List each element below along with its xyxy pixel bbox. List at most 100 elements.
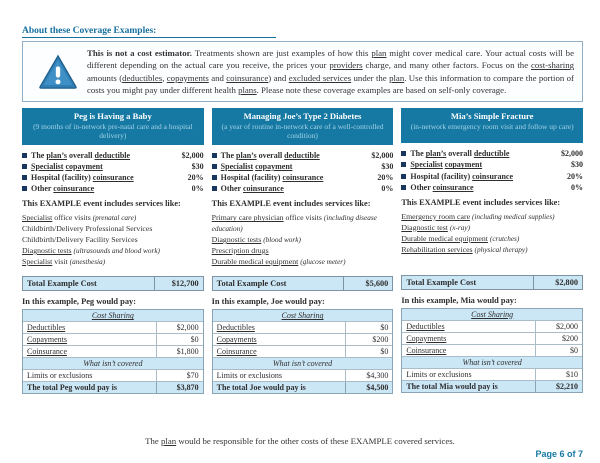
table-row: Limits or exclusions $10	[402, 368, 583, 381]
text-segment: office visits	[283, 213, 324, 223]
glossary-term[interactable]: coinsurance	[92, 173, 134, 183]
bullet-square-icon	[211, 186, 217, 192]
glossary-term[interactable]: excluded services	[288, 72, 352, 83]
services-list: Emergency room care (including medical s…	[401, 212, 583, 270]
glossary-term[interactable]: plans	[238, 84, 257, 95]
glossary-term[interactable]: Diagnostic test	[401, 222, 448, 232]
text-segment: The	[31, 150, 47, 160]
glossary-term[interactable]: Durable medical equipment	[211, 256, 299, 266]
cost-item-label: Other coinsurance	[410, 182, 567, 193]
glossary-term[interactable]: coinsurance	[472, 171, 514, 181]
service-item: Diagnostic test (x-ray)	[401, 223, 583, 234]
text-segment: overall	[66, 150, 95, 160]
glossary-term[interactable]: plan’s	[425, 149, 447, 159]
glossary-term[interactable]: plan’s	[236, 150, 257, 160]
cost-item-value: 0%	[571, 182, 584, 192]
row-label: The total Mia would pay is	[402, 380, 537, 392]
cost-item-value: 20%	[377, 173, 394, 183]
glossary-term[interactable]: Specialist	[410, 160, 443, 170]
glossary-term[interactable]: coinsurance	[242, 184, 284, 194]
glossary-term[interactable]: plan’s	[46, 150, 67, 160]
text-segment: . Please note these coverage examples ar…	[256, 84, 507, 95]
glossary-term[interactable]: plan	[371, 48, 387, 58]
glossary-term[interactable]: copayment	[444, 160, 483, 170]
coverage-example-columns: Peg is Having a Baby (9 months of in-net…	[22, 108, 584, 395]
glossary-term[interactable]: deductible	[473, 149, 510, 159]
service-item: Childbirth/Delivery Facility Services	[22, 235, 204, 246]
cost-item: Hospital (facility) coinsurance 20%	[22, 172, 204, 183]
cost-item-label: Specialist copayment	[410, 159, 567, 170]
glossary-term[interactable]: Specialist	[22, 213, 53, 223]
glossary-term[interactable]: deductible	[284, 150, 320, 160]
table-row: Coinsurance $0	[212, 346, 393, 359]
text-segment: (including medical supplies)	[472, 212, 555, 221]
bullet-square-icon	[401, 173, 407, 179]
glossary-term[interactable]: plan	[389, 72, 405, 83]
glossary-term[interactable]: Rehabilitation services	[401, 244, 473, 254]
text-segment: (anesthesia)	[69, 257, 106, 266]
glossary-term[interactable]: deductible	[94, 150, 131, 160]
row-value: $4,300	[366, 371, 389, 381]
glossary-term[interactable]: Primary care physician	[211, 213, 284, 223]
glossary-term[interactable]: providers	[329, 60, 363, 71]
table-row: Limits or exclusions $70	[23, 370, 203, 383]
bullet-square-icon	[22, 163, 27, 169]
cost-item-label: Other coinsurance	[221, 183, 378, 194]
row-label: Copayments	[213, 334, 347, 346]
glossary-term[interactable]: coinsurance	[53, 184, 95, 194]
text-segment: ,	[162, 72, 167, 83]
text-segment: under the	[351, 72, 390, 83]
table-total-row: The total Joe would pay is $4,500	[212, 382, 393, 394]
glossary-term[interactable]: Diagnostic tests	[22, 245, 72, 255]
glossary-term[interactable]: coinsurance	[226, 72, 269, 83]
row-label: Limits or exclusions	[23, 370, 157, 382]
row-value: $2,000	[176, 323, 199, 333]
column-title: Peg is Having a Baby	[73, 111, 152, 122]
not-covered-header: What isn’t covered	[23, 358, 203, 370]
cost-item-label: The plan’s overall deductible	[410, 148, 557, 159]
row-value: $4,500	[366, 383, 389, 393]
row-label: The total Joe would pay is	[213, 382, 347, 394]
glossary-term[interactable]: Emergency room care	[401, 211, 471, 221]
text-segment: office visits	[52, 213, 93, 223]
glossary-term[interactable]: coinsurance	[432, 182, 474, 192]
row-label: Coinsurance	[23, 346, 157, 358]
glossary-term[interactable]: copayment	[65, 161, 103, 171]
glossary-term[interactable]: Specialist	[22, 256, 53, 266]
cost-item: Specialist copayment $30	[401, 159, 583, 170]
glossary-term[interactable]: Durable medical equipment	[401, 233, 488, 243]
cost-item: Other coinsurance 0%	[211, 183, 393, 194]
glossary-term[interactable]: copayment	[255, 161, 293, 171]
row-value: $0	[190, 335, 199, 345]
not-covered-header: What isn’t covered	[402, 356, 583, 368]
includes-services-heading: This EXAMPLE event includes services lik…	[211, 199, 371, 209]
table-row: Limits or exclusions $4,300	[212, 370, 393, 383]
page-number: Page 6 of 7	[535, 449, 583, 459]
glossary-term[interactable]: cost-sharing	[531, 60, 574, 71]
row-label: Deductibles	[402, 320, 537, 332]
cost-sharing-header: Cost Sharing	[212, 310, 393, 322]
glossary-term[interactable]: Specialist	[220, 161, 254, 171]
glossary-term[interactable]: Prescription drugs	[211, 245, 269, 255]
glossary-term[interactable]: Specialist	[31, 161, 64, 171]
glossary-term[interactable]: copayments	[166, 72, 209, 83]
text-segment: (x-ray)	[449, 223, 470, 232]
service-item: Specialist visit (anesthesia)	[22, 257, 204, 268]
cost-item-label: Hospital (facility) coinsurance	[410, 171, 563, 182]
text-segment: (blood work)	[263, 236, 301, 245]
column-header: Mia’s Simple Fracture (in-network emerge…	[401, 108, 584, 144]
text-segment: Childbirth/Delivery Professional Service…	[22, 224, 153, 234]
row-label: Copayments	[23, 334, 157, 346]
glossary-term[interactable]: plan	[160, 436, 177, 446]
cost-item-value: 0%	[191, 184, 204, 194]
coverage-example-column-peg: Peg is Having a Baby (9 months of in-net…	[22, 108, 204, 395]
pay-heading: In this example, Mia would pay:	[401, 295, 517, 305]
glossary-term[interactable]: coinsurance	[282, 173, 324, 183]
total-example-cost-row: Total Example Cost $2,800	[401, 274, 584, 290]
glossary-term[interactable]: Diagnostic tests	[211, 235, 262, 245]
text-segment: Hospital (facility)	[31, 173, 93, 183]
text-segment: Other	[220, 184, 243, 194]
row-label: Deductibles	[213, 322, 347, 334]
glossary-term[interactable]: deductibles	[122, 72, 163, 83]
text-segment: (prenatal care)	[92, 214, 137, 223]
